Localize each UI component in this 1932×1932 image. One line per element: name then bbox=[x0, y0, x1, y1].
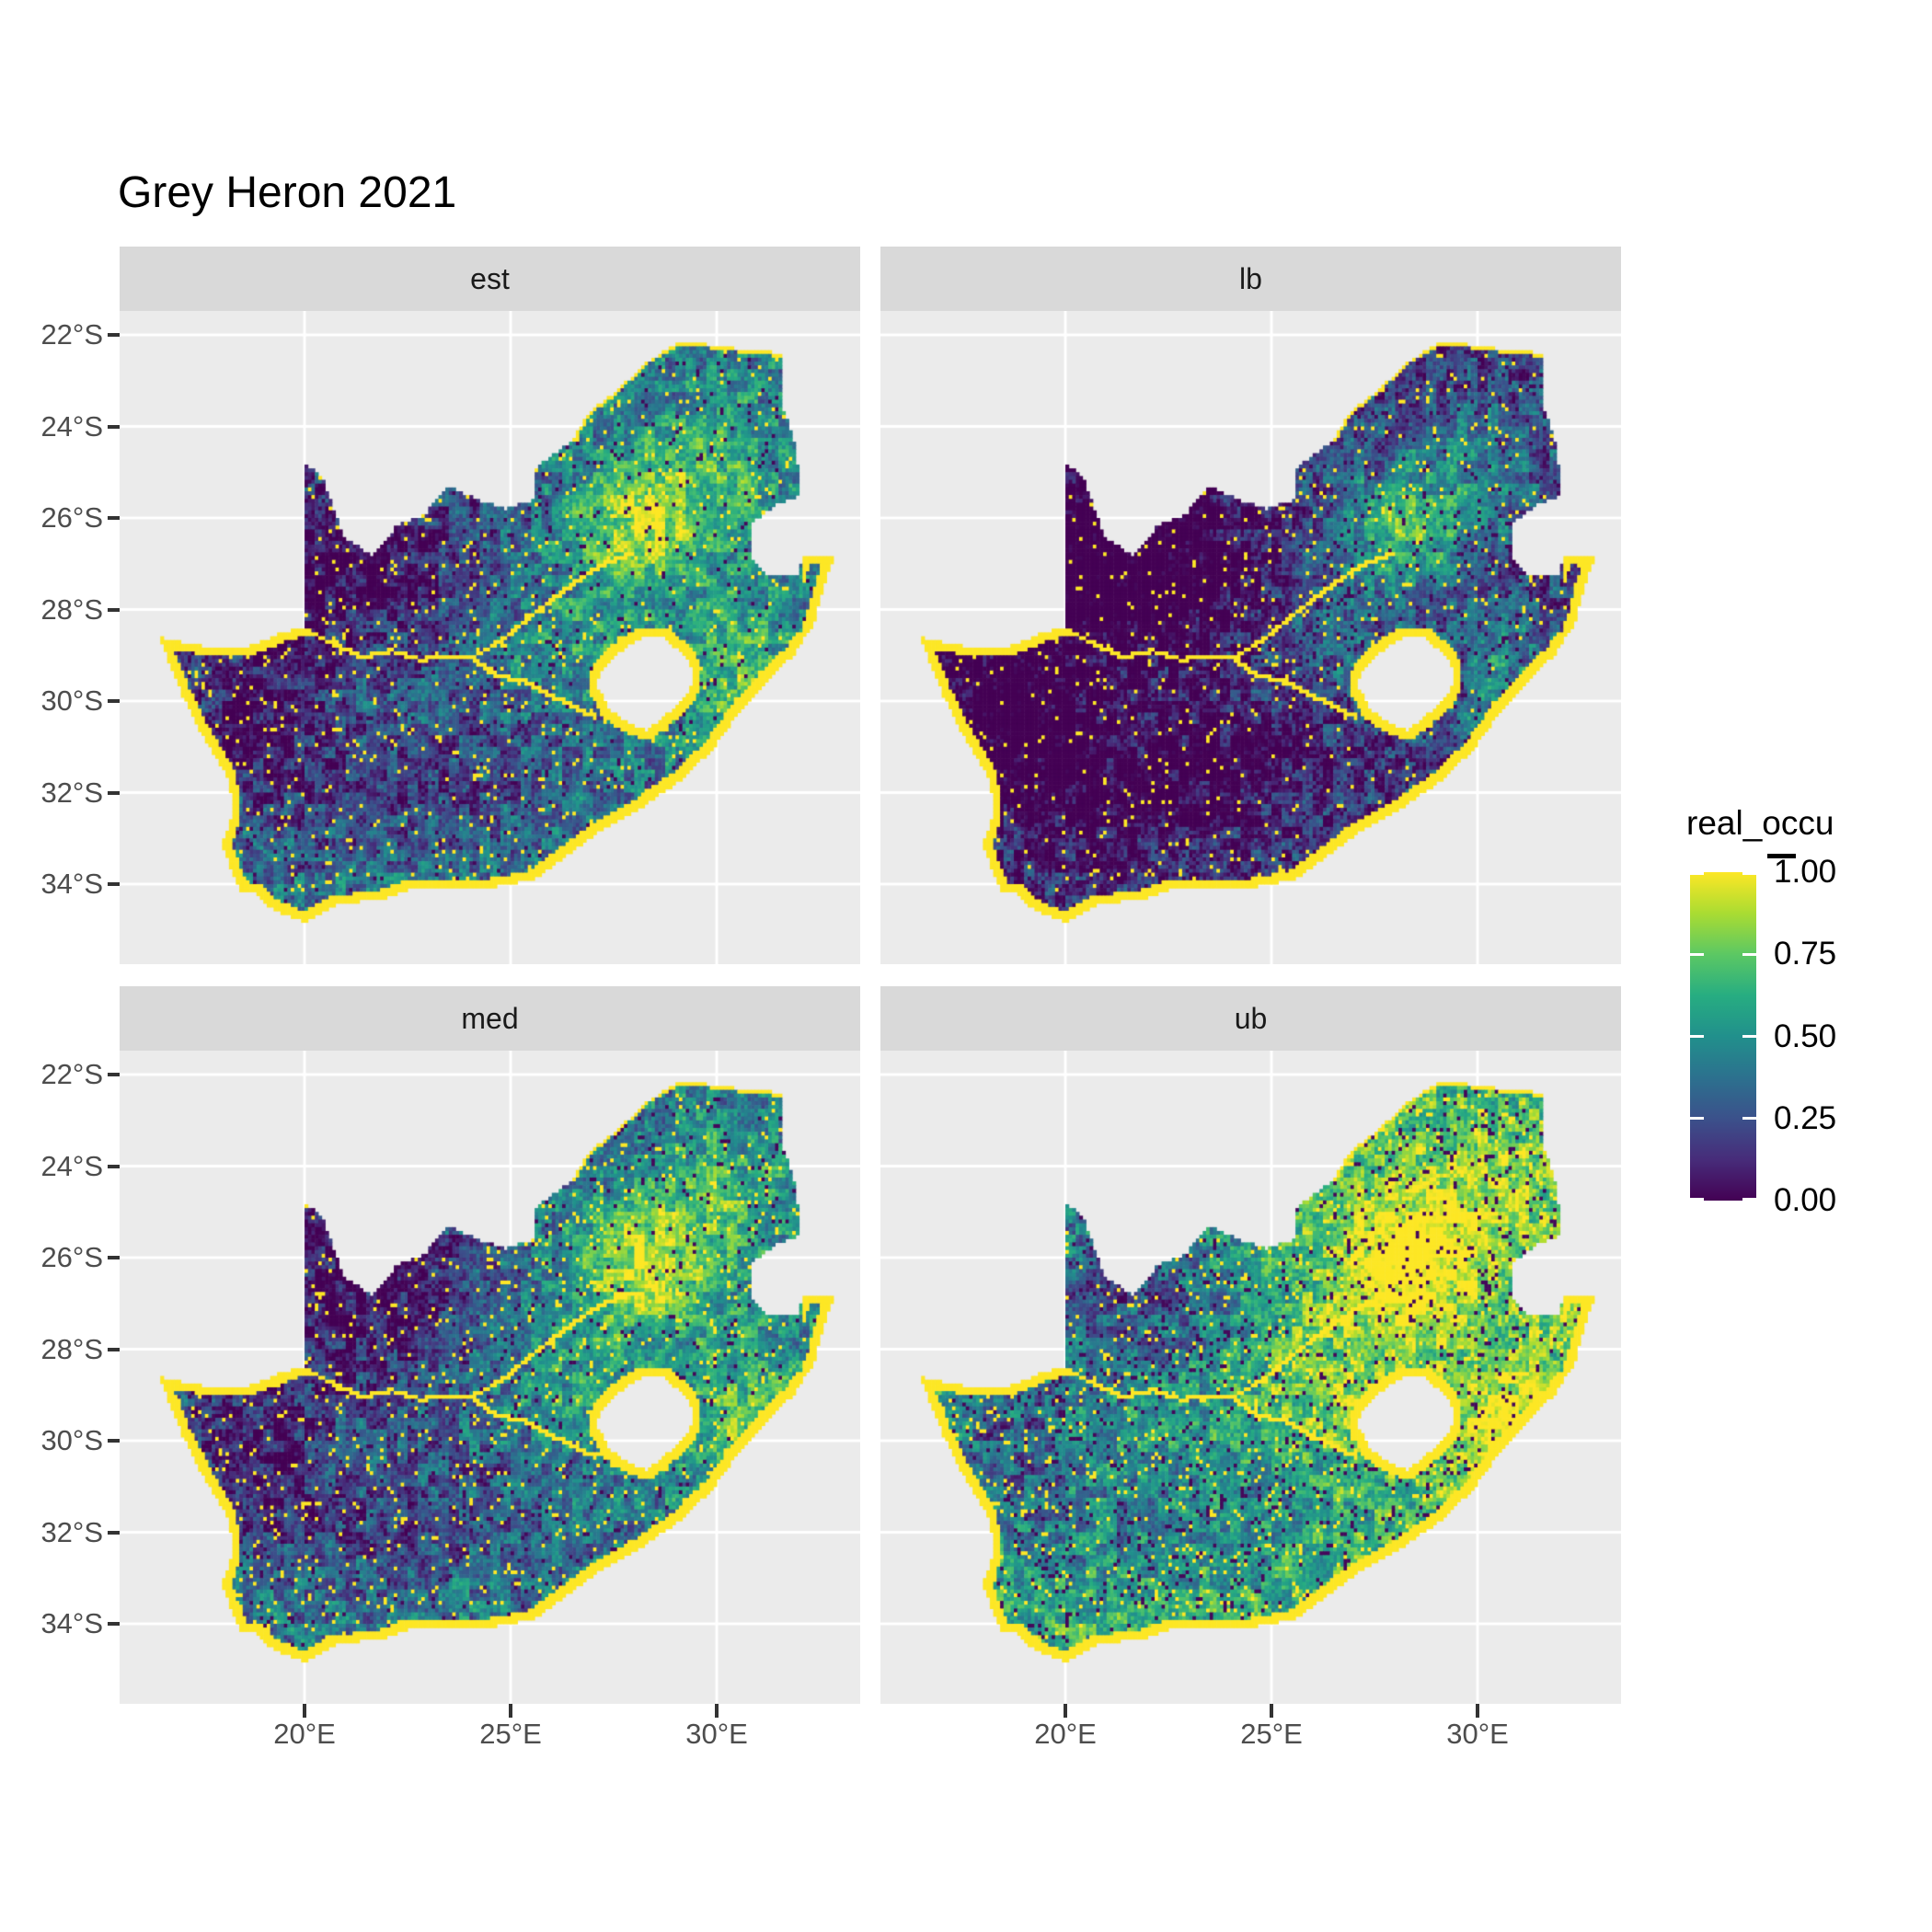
facet-panel-lb bbox=[880, 311, 1621, 964]
legend-bar-tick bbox=[1690, 1198, 1704, 1201]
legend-bar-tick bbox=[1690, 1117, 1704, 1121]
facet-strip-label-med: med bbox=[461, 1001, 519, 1035]
y-axis-label-row1: 34°S bbox=[40, 868, 103, 900]
x-axis-tick bbox=[509, 1704, 512, 1718]
x-axis-tick bbox=[715, 1704, 719, 1718]
legend-top-tick bbox=[1767, 854, 1796, 858]
map-canvas-lb bbox=[880, 311, 1621, 964]
legend-label: 0.00 bbox=[1774, 1182, 1837, 1218]
legend-bar-tick bbox=[1690, 1035, 1704, 1038]
x-axis-label-col2: 20°E bbox=[1034, 1718, 1097, 1750]
legend-label: 0.75 bbox=[1774, 936, 1837, 972]
y-axis-label-row2: 30°S bbox=[40, 1424, 103, 1456]
legend-bar-tick bbox=[1690, 872, 1704, 875]
x-axis-label-col2: 25°E bbox=[1240, 1718, 1303, 1750]
legend-bar-tick bbox=[1690, 952, 1704, 956]
y-axis-tick bbox=[108, 790, 120, 795]
facet-panel-med bbox=[120, 1051, 860, 1704]
y-axis-label-row1: 26°S bbox=[40, 501, 103, 534]
y-axis-tick bbox=[108, 1439, 120, 1443]
facet-strip-lb: lb bbox=[880, 247, 1621, 311]
y-axis-tick bbox=[108, 699, 120, 703]
legend-label: 0.50 bbox=[1774, 1018, 1837, 1054]
x-axis-label-col1: 30°E bbox=[685, 1718, 748, 1750]
facet-strip-label-lb: lb bbox=[1239, 261, 1262, 295]
y-axis-label-row2: 24°S bbox=[40, 1149, 103, 1182]
y-axis-label-row2: 28°S bbox=[40, 1332, 103, 1365]
map-canvas-ub bbox=[880, 1051, 1621, 1704]
legend-bar-tick bbox=[1742, 1198, 1756, 1201]
y-axis-tick bbox=[108, 1622, 120, 1626]
facet-panel-est bbox=[120, 311, 860, 964]
facet-strip-est: est bbox=[120, 247, 860, 311]
y-axis-label-row1: 24°S bbox=[40, 409, 103, 443]
facet-strip-label-ub: ub bbox=[1234, 1001, 1268, 1035]
y-axis-tick bbox=[108, 1256, 120, 1259]
x-axis-tick bbox=[303, 1704, 306, 1718]
facet-strip-label-est: est bbox=[470, 261, 510, 295]
x-axis-tick bbox=[1476, 1704, 1479, 1718]
y-axis-tick bbox=[108, 516, 120, 520]
x-axis-tick bbox=[1270, 1704, 1273, 1718]
y-axis-tick bbox=[108, 1347, 120, 1351]
map-canvas-med bbox=[120, 1051, 860, 1704]
legend-bar-tick bbox=[1742, 952, 1756, 956]
y-axis-label-row2: 26°S bbox=[40, 1241, 103, 1273]
y-axis-tick bbox=[108, 1073, 120, 1076]
legend-label: 1.00 bbox=[1774, 854, 1837, 890]
x-axis-tick bbox=[1064, 1704, 1067, 1718]
facet-panel-ub bbox=[880, 1051, 1621, 1704]
y-axis-tick bbox=[108, 333, 120, 337]
y-axis-tick bbox=[108, 882, 120, 886]
legend-label: 0.25 bbox=[1774, 1099, 1837, 1136]
y-axis-tick bbox=[108, 1530, 120, 1535]
plot-title: Grey Heron 2021 bbox=[118, 168, 457, 217]
y-axis-label-row2: 32°S bbox=[40, 1515, 103, 1548]
y-axis-label-row2: 34°S bbox=[40, 1607, 103, 1639]
x-axis-label-col2: 30°E bbox=[1446, 1718, 1509, 1750]
y-axis-tick bbox=[108, 424, 120, 429]
y-axis-tick bbox=[108, 1164, 120, 1168]
legend-bar-tick bbox=[1742, 1117, 1756, 1121]
y-axis-label-row2: 22°S bbox=[40, 1058, 103, 1090]
y-axis-tick bbox=[108, 607, 120, 612]
y-axis-label-row1: 32°S bbox=[40, 776, 103, 809]
y-axis-label-row1: 22°S bbox=[40, 318, 103, 351]
facet-strip-ub: ub bbox=[880, 986, 1621, 1051]
facet-strip-med: med bbox=[120, 986, 860, 1051]
legend-bar-tick bbox=[1742, 1035, 1756, 1038]
y-axis-label-row1: 28°S bbox=[40, 592, 103, 626]
legend-title: real_occu bbox=[1686, 804, 1834, 842]
x-axis-label-col1: 20°E bbox=[273, 1718, 336, 1750]
x-axis-label-col1: 25°E bbox=[479, 1718, 542, 1750]
legend-bar-tick bbox=[1742, 872, 1756, 875]
map-canvas-est bbox=[120, 311, 860, 964]
y-axis-label-row1: 30°S bbox=[40, 684, 103, 717]
